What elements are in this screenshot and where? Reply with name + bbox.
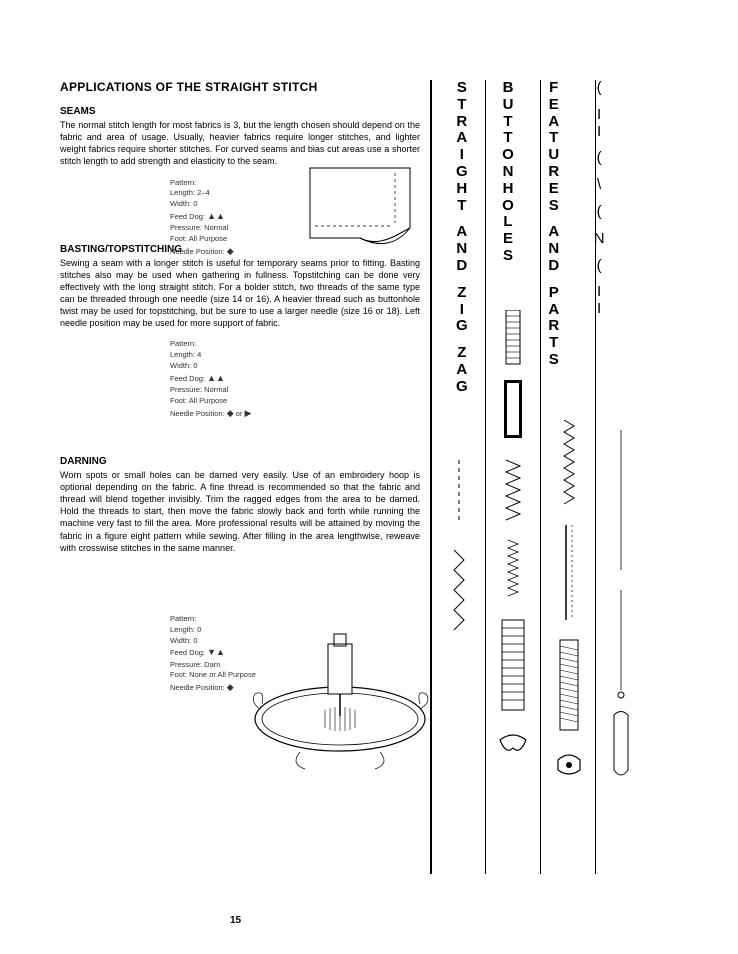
setting-line: Pattern: bbox=[170, 339, 420, 350]
tab-features-parts: FEATURESANDPARTS bbox=[548, 80, 559, 396]
setting-line: Foot: All Purpose bbox=[170, 396, 420, 407]
setting-line: Needle Position: ◆ or ▶ bbox=[170, 407, 420, 420]
column-rule bbox=[430, 80, 432, 874]
heading-seams: SEAMS bbox=[60, 106, 420, 117]
page-number: 15 bbox=[230, 915, 241, 926]
stitch-samples-col1 bbox=[444, 460, 474, 800]
settings-basting: Pattern: Length: 4 Width: 0 Feed Dog: ▲▲… bbox=[170, 339, 420, 419]
stitch-samples-col4 bbox=[606, 430, 636, 830]
setting-line: Length: 4 bbox=[170, 350, 420, 361]
darning-diagram bbox=[240, 624, 440, 784]
stitch-samples-col2 bbox=[496, 310, 530, 830]
seam-diagram bbox=[300, 158, 430, 258]
page-title: APPLICATIONS OF THE STRAIGHT STITCH bbox=[60, 80, 420, 94]
column-rule bbox=[595, 80, 596, 874]
heading-darning: DARNING bbox=[60, 456, 420, 467]
setting-line: Feed Dog: ▲▲ bbox=[170, 372, 420, 385]
column-rule bbox=[540, 80, 541, 874]
body-basting: Sewing a seam with a longer stitch is us… bbox=[60, 257, 420, 330]
column-rule bbox=[485, 80, 486, 874]
body-darning: Worn spots or small holes can be darned … bbox=[60, 469, 420, 554]
tab-straight-zigzag: STRAIGHTANDZIGZAG bbox=[456, 80, 468, 396]
setting-line: Width: 0 bbox=[170, 361, 420, 372]
setting-line: Pressure: Normal bbox=[170, 385, 420, 396]
stitch-samples-col3 bbox=[552, 420, 586, 900]
